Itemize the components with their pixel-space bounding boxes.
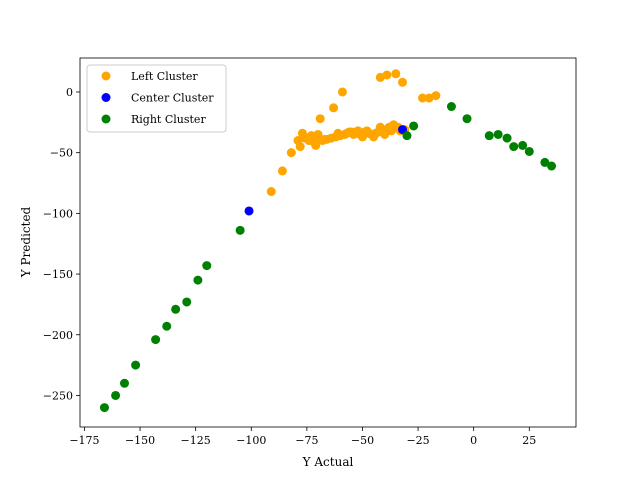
legend-marker xyxy=(101,93,111,102)
legend-label: Left Cluster xyxy=(131,70,198,83)
x-tick-label: 25 xyxy=(522,434,536,447)
x-tick-label: −150 xyxy=(125,434,155,447)
points-layer xyxy=(99,69,557,413)
data-point xyxy=(418,93,428,103)
data-point xyxy=(398,77,408,87)
x-tick-label: −100 xyxy=(236,434,266,447)
x-axis-label: Y Actual xyxy=(302,455,354,469)
data-point xyxy=(151,335,161,345)
data-point xyxy=(286,148,296,158)
data-point xyxy=(337,87,347,97)
data-point xyxy=(431,91,441,101)
data-point xyxy=(382,70,392,80)
series-left-cluster xyxy=(266,69,441,197)
data-point xyxy=(484,131,494,141)
plot-frame xyxy=(79,57,577,428)
y-tick-label: 0 xyxy=(66,86,73,99)
x-tick-label: −175 xyxy=(69,434,99,447)
data-point xyxy=(193,275,203,285)
data-point xyxy=(315,114,325,124)
data-point xyxy=(119,378,129,388)
y-axis-label: Y Predicted xyxy=(19,206,33,278)
data-point xyxy=(540,157,550,167)
x-tick-label: 0 xyxy=(470,434,477,447)
x-tick-label: −75 xyxy=(295,434,318,447)
x-tick-label: −125 xyxy=(181,434,211,447)
data-point xyxy=(182,297,192,307)
x-axis: −175 −150 −125 −100 −75 −50 −25 0 25 xyxy=(69,427,536,447)
legend-label: Center Cluster xyxy=(131,92,214,105)
y-tick-label: −200 xyxy=(43,329,73,342)
data-point xyxy=(277,166,287,176)
data-point xyxy=(524,146,534,156)
legend-marker xyxy=(101,114,111,124)
y-axis: 0 −50 −100 −150 −200 −250 xyxy=(43,86,80,402)
data-point xyxy=(202,261,212,271)
data-point xyxy=(509,142,519,152)
legend: Left Cluster Center Cluster Right Cluster xyxy=(86,64,227,133)
data-point xyxy=(502,133,512,143)
data-point xyxy=(111,390,121,400)
y-tick-label: −100 xyxy=(43,207,73,220)
legend-items: Left Cluster Center Cluster Right Cluster xyxy=(101,70,214,126)
series-right-cluster xyxy=(99,102,557,413)
data-point xyxy=(162,321,172,331)
data-point xyxy=(409,121,419,131)
data-point xyxy=(518,140,528,150)
data-point xyxy=(171,304,181,314)
data-point xyxy=(462,114,472,124)
data-point xyxy=(99,403,109,413)
data-point xyxy=(391,69,401,79)
legend-box xyxy=(86,64,227,133)
y-tick-label: −150 xyxy=(43,268,73,281)
data-point xyxy=(493,129,503,139)
data-point xyxy=(235,225,245,235)
data-point xyxy=(244,206,254,216)
data-point xyxy=(547,161,557,171)
data-point xyxy=(131,360,141,370)
x-tick-label: −50 xyxy=(351,434,374,447)
data-point xyxy=(446,102,456,112)
data-point xyxy=(266,187,276,197)
data-point xyxy=(295,142,305,152)
legend-label: Right Cluster xyxy=(131,113,206,126)
y-tick-label: −50 xyxy=(50,147,73,160)
data-point xyxy=(329,103,339,113)
data-point xyxy=(402,131,412,141)
y-tick-label: −250 xyxy=(43,389,73,402)
legend-marker xyxy=(101,71,111,81)
x-tick-label: −25 xyxy=(406,434,429,447)
